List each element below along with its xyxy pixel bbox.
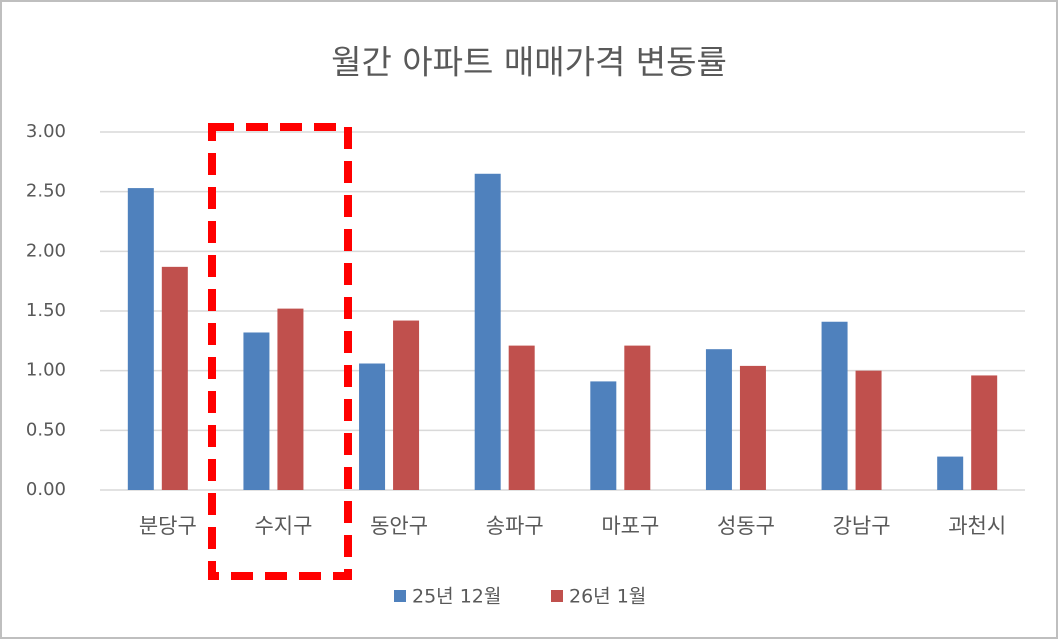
legend-swatch <box>394 590 406 602</box>
x-tick-label: 성동구 <box>717 514 775 538</box>
bar <box>624 345 651 490</box>
bar <box>508 345 535 490</box>
x-tick-label: 분당구 <box>139 514 197 538</box>
bar <box>821 321 848 490</box>
bar <box>277 308 304 490</box>
y-tick-label: 0.50 <box>26 419 66 440</box>
bar <box>855 370 882 490</box>
y-tick-label: 1.00 <box>26 360 66 381</box>
bar <box>705 349 732 490</box>
bar <box>739 365 766 490</box>
legend-swatch <box>551 590 563 602</box>
y-tick-label: 2.50 <box>26 181 66 202</box>
y-tick-label: 1.50 <box>26 300 66 321</box>
bar <box>393 320 420 490</box>
highlight-box <box>208 123 352 580</box>
bar <box>590 381 617 490</box>
legend-label: 26년 1월 <box>569 586 646 608</box>
x-tick-label: 마포구 <box>601 514 659 538</box>
legend-label: 25년 12월 <box>412 586 501 608</box>
bar <box>474 173 501 490</box>
y-tick-label: 0.00 <box>26 479 66 500</box>
x-tick-label: 강남구 <box>833 514 891 538</box>
x-tick-label: 동안구 <box>370 514 428 538</box>
bar <box>161 266 188 490</box>
x-tick-label: 송파구 <box>486 514 544 538</box>
bar <box>359 363 386 490</box>
bar <box>243 332 270 490</box>
x-tick-label: 과천시 <box>948 514 1006 538</box>
bar <box>971 375 998 490</box>
bar <box>127 188 154 490</box>
chart-title: 월간 아파트 매매가격 변동률 <box>331 43 727 82</box>
x-tick-label: 수지구 <box>254 514 312 538</box>
y-tick-label: 2.00 <box>26 240 66 261</box>
y-tick-label: 3.00 <box>26 121 66 142</box>
bar <box>937 456 964 490</box>
